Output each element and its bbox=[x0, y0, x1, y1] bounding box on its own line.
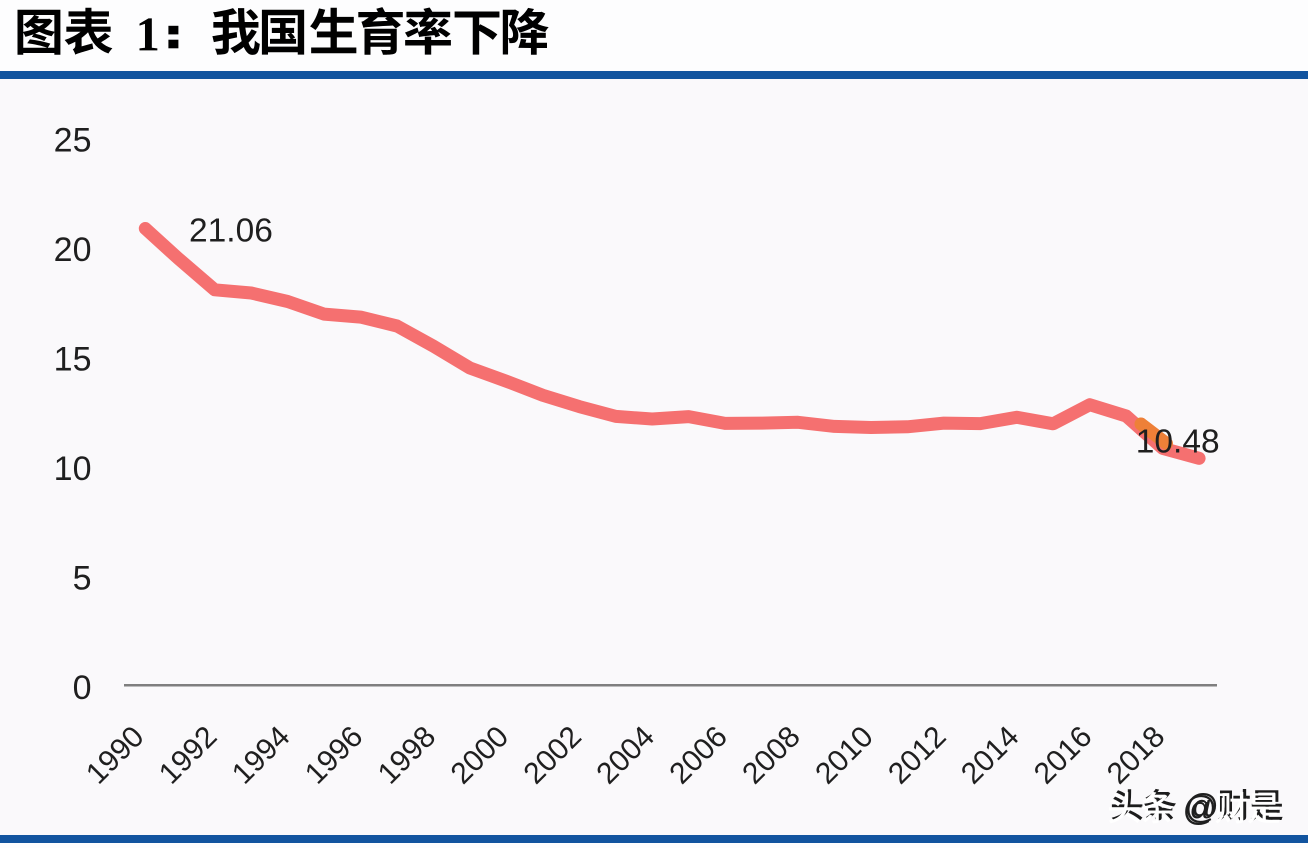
svg-text:10.48: 10.48 bbox=[1136, 424, 1220, 461]
svg-text:20: 20 bbox=[54, 231, 92, 269]
svg-text:21.06: 21.06 bbox=[189, 213, 273, 250]
svg-text:0: 0 bbox=[73, 669, 92, 707]
svg-text:@: @ bbox=[1183, 790, 1218, 828]
svg-text:5: 5 bbox=[73, 559, 92, 597]
svg-text:25: 25 bbox=[54, 122, 92, 160]
svg-text:@: @ bbox=[1185, 788, 1220, 826]
svg-text:15: 15 bbox=[54, 341, 92, 379]
svg-text:10: 10 bbox=[54, 450, 92, 488]
